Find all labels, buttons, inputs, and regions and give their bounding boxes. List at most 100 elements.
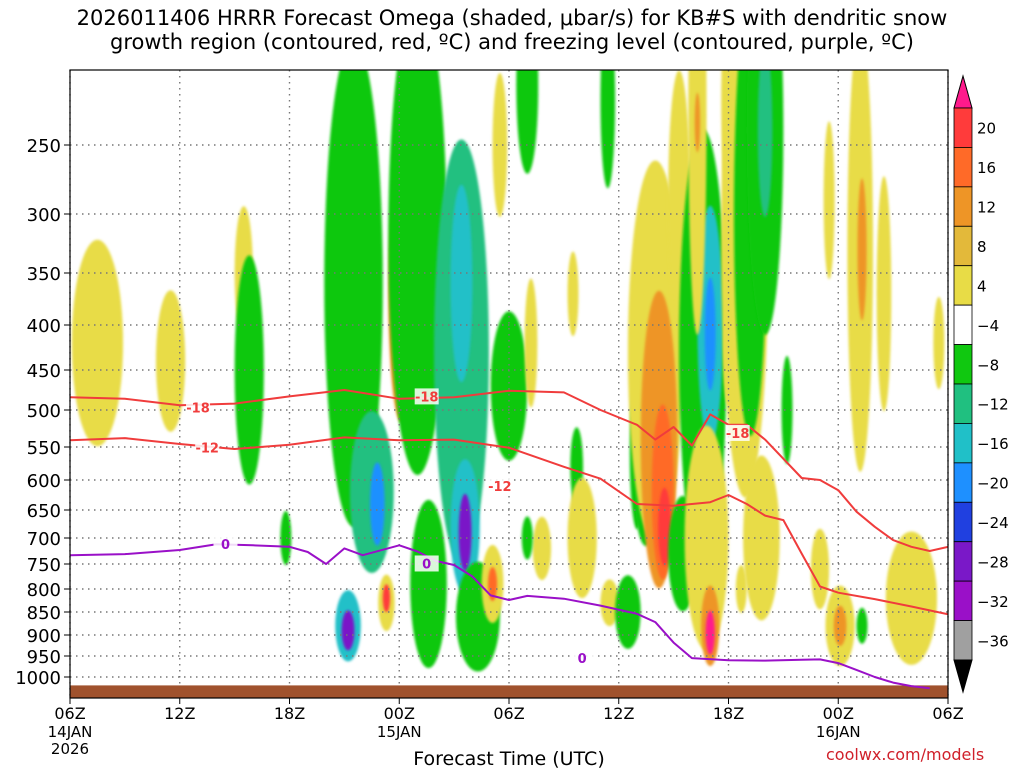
colorbar-bin — [953, 462, 973, 503]
omega-cell — [810, 528, 830, 610]
y-tick-label: 450 — [27, 361, 61, 382]
x-axis-title: Forecast Time (UTC) — [413, 748, 604, 768]
contour-label-bg — [725, 424, 750, 441]
omega-cell — [688, 70, 707, 335]
omega-cell — [516, 70, 539, 174]
colorbar-bin — [953, 620, 973, 661]
site-credit: coolwx.com/models — [826, 745, 985, 764]
colorbar-label: −4 — [977, 317, 999, 335]
x-tick-label: 12Z — [603, 704, 634, 723]
contour-label: -18 — [415, 390, 439, 405]
contour-label: 0 — [422, 557, 431, 572]
colorbar: 20 16 12 8 4 −4 −8 −12 −16 −20 −24 −28 −32 −36 — [953, 74, 1009, 694]
omega-cell — [933, 296, 945, 390]
x-tick-label: 06Z — [54, 704, 85, 723]
colorbar-bin — [953, 304, 973, 345]
chart-title: 2026011406 HRRR Forecast Omega (shaded, … — [0, 6, 1024, 54]
colorbar-bin — [953, 423, 973, 464]
terrain-fill — [70, 685, 948, 698]
y-tick-label: 500 — [27, 401, 61, 422]
colorbar-bin — [953, 541, 973, 582]
omega-cell — [833, 605, 847, 646]
x-tick-label: 18Z — [274, 704, 305, 723]
y-tick-label: 650 — [27, 501, 61, 522]
contour-line — [70, 543, 930, 690]
colorbar-bin — [953, 265, 973, 306]
omega-cell — [567, 477, 597, 599]
x-date-label: 15JAN — [377, 723, 422, 741]
omega-cell — [234, 255, 264, 485]
omega-cell — [450, 184, 473, 383]
omega-cell — [341, 610, 355, 651]
colorbar-label: 12 — [977, 199, 996, 217]
contour-label-bg — [414, 388, 439, 405]
omega-cell — [600, 70, 616, 189]
omega-cell — [694, 92, 701, 153]
omega-cell — [487, 567, 498, 601]
omega-cell — [857, 178, 867, 321]
contour-label: -12 — [488, 480, 512, 495]
x-tick-label: 18Z — [713, 704, 744, 723]
y-tick-label: 550 — [27, 438, 61, 459]
colorbar-bin — [953, 107, 973, 148]
omega-cell — [369, 462, 385, 546]
omega-cell — [532, 516, 552, 581]
omega-cell — [524, 278, 538, 408]
x-tick-label: 06Z — [493, 704, 524, 723]
colorbar-top-triangle — [953, 74, 973, 109]
omega-cell — [658, 487, 671, 566]
omega-cell — [458, 493, 472, 571]
colorbar-label: −8 — [977, 356, 999, 374]
colorbar-label: 8 — [977, 238, 987, 256]
x-tick-label: 00Z — [384, 704, 415, 723]
contour-label: 0 — [221, 538, 230, 553]
y-tick-label: 700 — [27, 529, 61, 550]
x-year-label: 2026 — [51, 740, 89, 758]
contour-label: -18 — [726, 427, 750, 442]
y-tick-label: 1000 — [15, 668, 61, 689]
contour-label-bg — [213, 536, 238, 553]
colorbar-label: 16 — [977, 159, 996, 177]
omega-cell — [280, 511, 292, 565]
colorbar-bin — [953, 186, 973, 227]
contour-label: 0 — [578, 652, 587, 667]
temperature-contours: -18 -18 -18 -12 -12 0 0 0 — [70, 388, 948, 690]
x-tick-label: 06Z — [932, 704, 963, 723]
contour-label-bg — [414, 555, 439, 572]
omega-cell — [382, 584, 391, 613]
omega-cell — [885, 531, 938, 665]
colorbar-label: 4 — [977, 277, 987, 295]
colorbar-bin — [953, 383, 973, 424]
colorbar-label: −24 — [977, 514, 1009, 532]
omega-cell — [490, 311, 528, 461]
y-tick-label: 350 — [27, 264, 61, 285]
colorbar-label: −32 — [977, 593, 1009, 611]
colorbar-label: −36 — [977, 632, 1009, 650]
y-tick-label: 250 — [27, 136, 61, 157]
contour-label-bg — [487, 478, 512, 494]
colorbar-label: −12 — [977, 396, 1009, 414]
colorbar-label: −20 — [977, 475, 1009, 493]
omega-cell — [388, 70, 447, 475]
y-tick-label: 900 — [27, 626, 61, 647]
omega-cell — [567, 251, 579, 337]
omega-cell — [856, 607, 868, 644]
contour-label: -18 — [186, 402, 210, 417]
y-tick-label: 400 — [27, 316, 61, 337]
x-tick-label: 12Z — [164, 704, 195, 723]
colorbar-bin — [953, 147, 973, 188]
omega-cell — [492, 73, 508, 217]
y-tick-label: 850 — [27, 603, 61, 624]
contour-label-bg — [186, 399, 211, 416]
contour-label: -12 — [195, 442, 219, 457]
y-tick-label: 600 — [27, 471, 61, 492]
omega-cell — [735, 565, 747, 613]
omega-cell — [705, 610, 715, 655]
x-date-label: 14JAN — [48, 723, 93, 741]
contour-label-bg — [195, 439, 220, 456]
omega-cell — [876, 176, 892, 412]
x-tick-label: 00Z — [823, 704, 854, 723]
y-axis: 2503003504004505005506006507007508008509… — [15, 136, 70, 689]
